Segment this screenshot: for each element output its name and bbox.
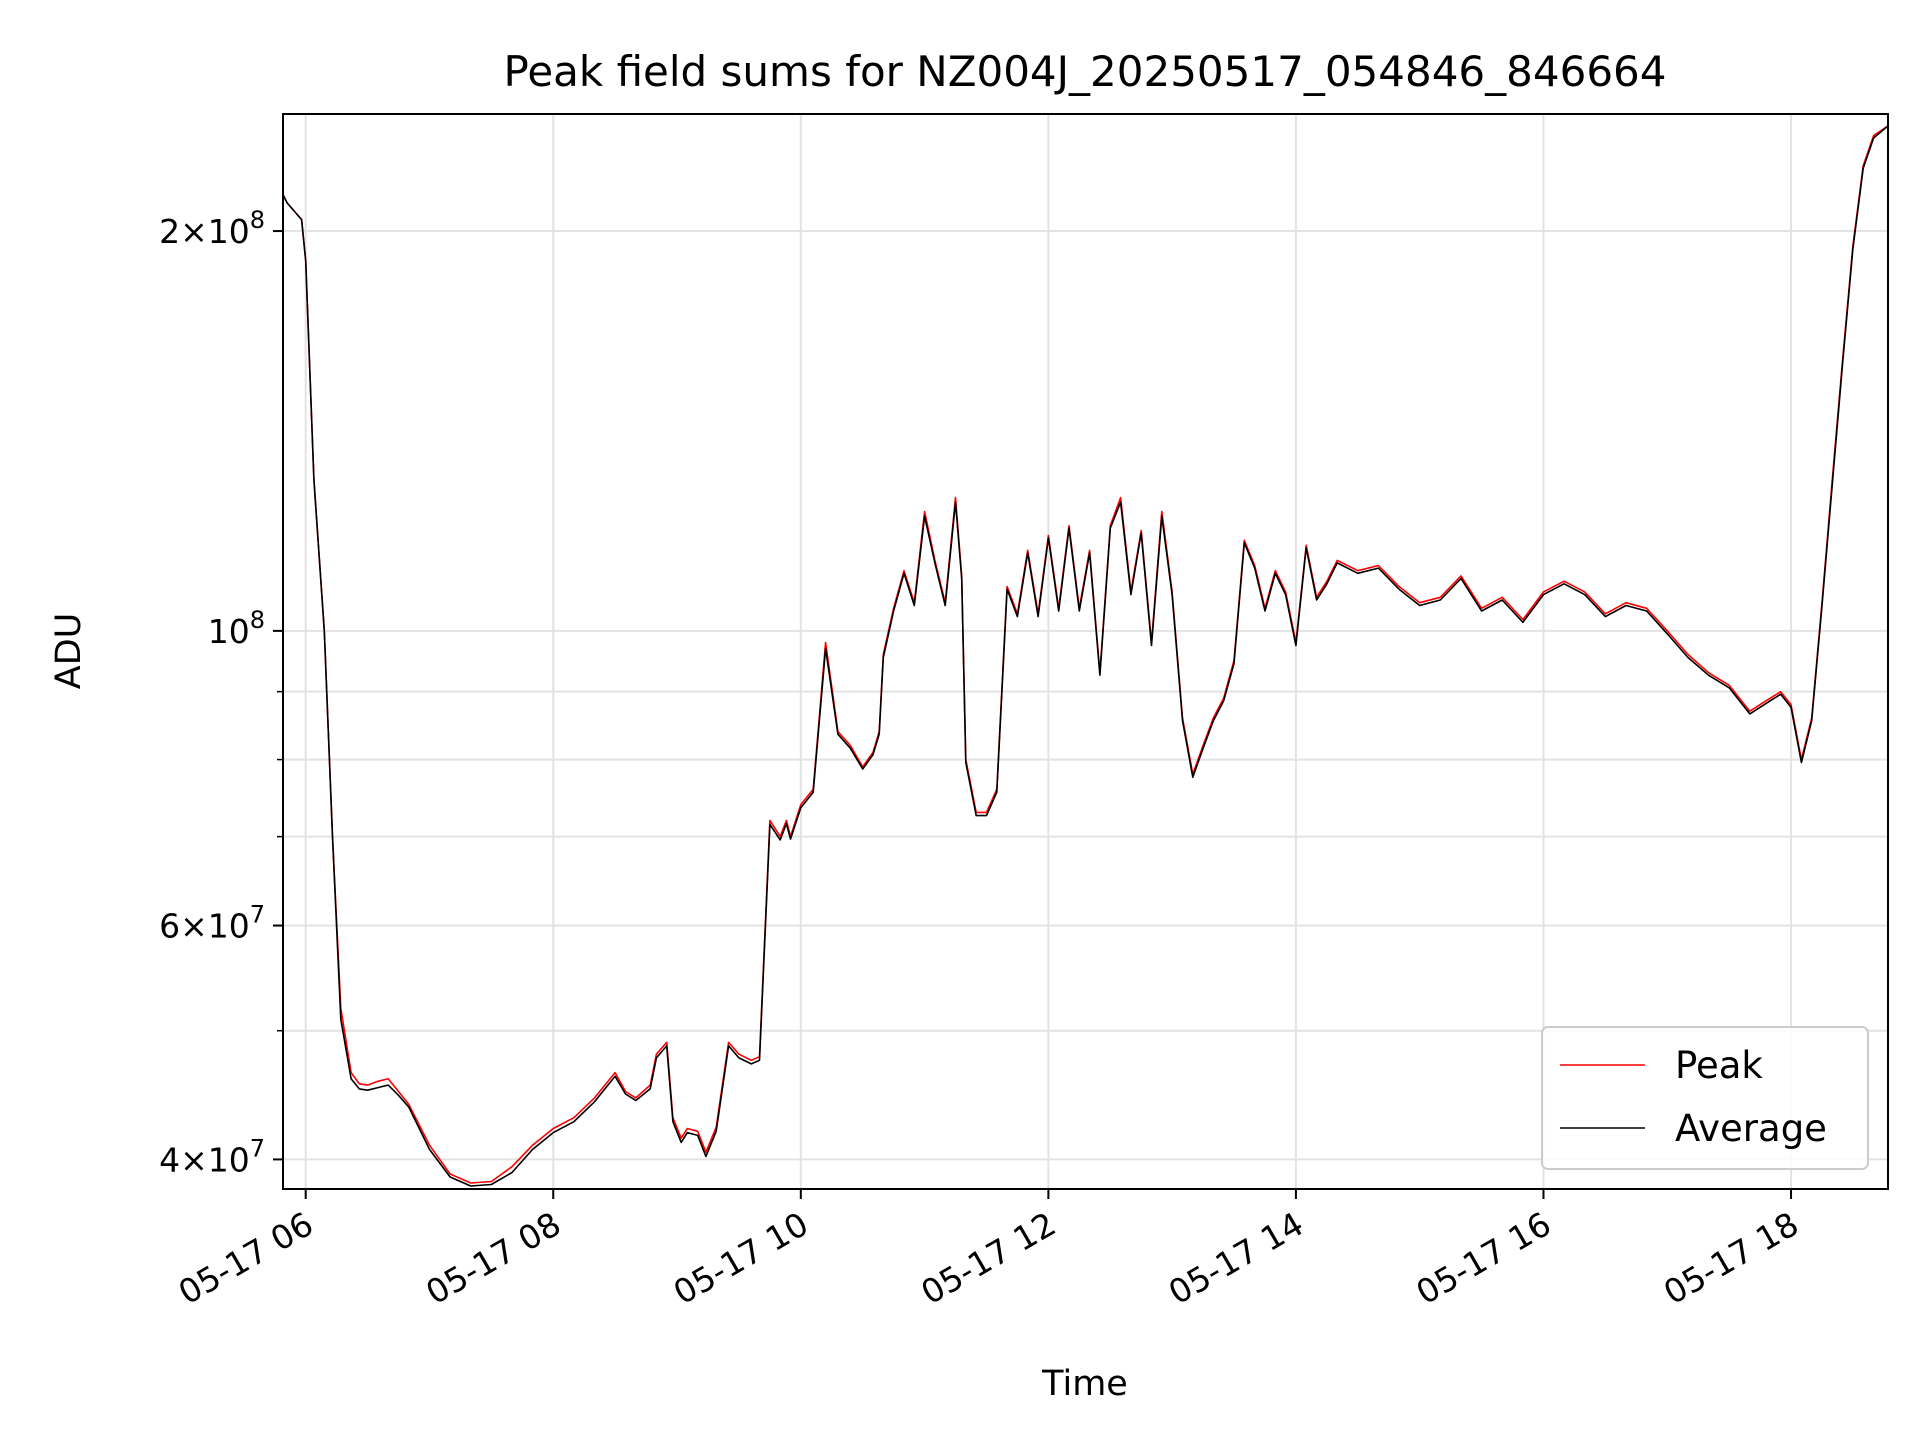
plot-frame: [282, 113, 1889, 1190]
x-tick-label: 05-17 06: [172, 1204, 320, 1312]
peak-series-line: [282, 125, 1889, 1184]
legend: Peak Average: [1541, 1026, 1869, 1170]
y-tick-label: 108: [208, 606, 265, 651]
y-tick-label: 4×107: [159, 1134, 265, 1179]
average-series-line: [282, 125, 1889, 1187]
x-tick-label: 05-17 12: [914, 1204, 1062, 1312]
x-tick-label: 05-17 18: [1657, 1204, 1805, 1312]
x-axis-ticks: 05-17 06 05-17 08 05-17 10 05-17 12 05-17 14…: [172, 1189, 1805, 1312]
legend-average-label: Average: [1675, 1107, 1827, 1150]
chart-title: Peak field sums for NZ004J_20250517_0548…: [504, 47, 1667, 96]
x-axis-label: Time: [1041, 1364, 1128, 1404]
x-tick-label: 05-17 14: [1162, 1204, 1310, 1312]
x-tick-label: 05-17 08: [419, 1204, 567, 1312]
legend-peak-label: Peak: [1675, 1044, 1763, 1087]
legend-box: [1541, 1026, 1869, 1170]
series-layer: [282, 125, 1889, 1187]
y-tick-label: 6×107: [159, 901, 265, 946]
y-tick-label: 2×108: [159, 206, 265, 251]
x-tick-label: 05-17 10: [667, 1204, 815, 1312]
y-axis-label: ADU: [49, 613, 89, 690]
grid-layer: [283, 114, 1888, 1189]
x-tick-label: 05-17 16: [1409, 1204, 1557, 1312]
y-axis-ticks: 4×107 6×107 108 2×108: [159, 206, 283, 1179]
